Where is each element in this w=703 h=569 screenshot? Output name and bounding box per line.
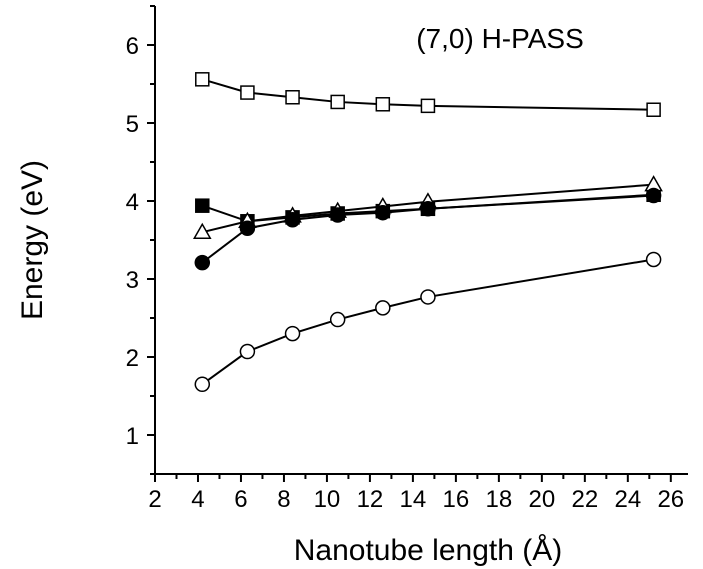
data-point — [645, 187, 662, 204]
x-tick-label: 12 — [357, 486, 384, 513]
y-tick-label: 5 — [126, 111, 139, 138]
x-tick-label: 26 — [657, 486, 684, 513]
x-tick-label: 6 — [234, 486, 247, 513]
data-point — [194, 254, 211, 271]
x-axis-title: Nanotube length (Å) — [294, 534, 563, 567]
x-tick-label: 4 — [191, 486, 204, 513]
series-layer — [192, 72, 663, 393]
y-tick-label: 1 — [126, 423, 139, 450]
data-point — [375, 204, 391, 221]
data-point — [284, 211, 301, 228]
x-tick-label: 24 — [614, 486, 641, 513]
y-tick-label: 3 — [126, 267, 139, 294]
series-open-square — [195, 72, 661, 117]
y-tick-label: 4 — [126, 189, 139, 216]
data-point — [239, 343, 256, 360]
x-tick-label: 2 — [148, 486, 161, 513]
data-point — [195, 72, 210, 87]
series-line — [201, 258, 654, 386]
series-filled-circle — [194, 187, 662, 271]
data-point — [420, 289, 436, 305]
y-tick-label: 2 — [126, 345, 139, 372]
data-point — [375, 97, 391, 112]
data-point — [240, 85, 255, 100]
data-point — [420, 201, 436, 217]
series-open-circle — [194, 251, 662, 393]
chart-annotation: (7,0) H-PASS — [416, 23, 584, 54]
data-point — [239, 220, 256, 237]
data-point — [645, 251, 662, 268]
y-tick-label: 6 — [126, 33, 139, 60]
x-tick-label: 8 — [277, 486, 290, 513]
data-point — [192, 222, 212, 239]
data-point — [646, 102, 661, 117]
data-point — [330, 94, 345, 110]
x-axis-ticks: 2 4 6 8 10 12 14 16 18 20 22 24 26 — [148, 474, 684, 513]
data-point — [285, 90, 300, 105]
x-tick-label: 20 — [529, 486, 556, 513]
data-point — [195, 198, 210, 213]
x-tick-label: 22 — [571, 486, 598, 513]
data-point — [420, 98, 436, 114]
data-point — [194, 376, 211, 393]
y-axis-ticks: 1 2 3 4 5 6 — [126, 5, 155, 475]
x-tick-label: 18 — [486, 486, 513, 513]
x-tick-label: 10 — [314, 486, 341, 513]
data-point — [375, 300, 391, 316]
y-axis-title: Energy (eV) — [16, 160, 49, 320]
data-point — [329, 207, 346, 223]
data-point — [284, 325, 301, 342]
x-tick-label: 16 — [443, 486, 470, 513]
data-point — [329, 311, 346, 328]
x-tick-label: 14 — [400, 486, 427, 513]
